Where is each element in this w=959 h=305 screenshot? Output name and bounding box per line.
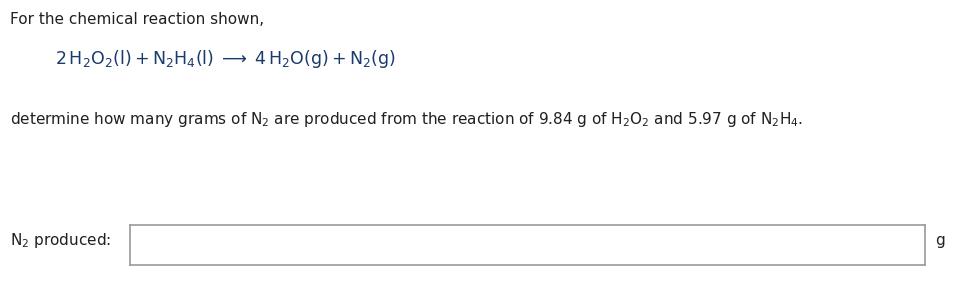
Text: For the chemical reaction shown,: For the chemical reaction shown, bbox=[10, 12, 264, 27]
Text: g: g bbox=[935, 232, 945, 247]
Text: $\mathrm{N_2}$ produced:: $\mathrm{N_2}$ produced: bbox=[10, 231, 111, 249]
Text: determine how many grams of $\mathrm{N_2}$ are produced from the reaction of 9.8: determine how many grams of $\mathrm{N_2… bbox=[10, 110, 803, 129]
Text: $2\,\mathrm{H_2O_2(l) + N_2H_4(l)}$$\;\longrightarrow\;$$\mathrm{4\,H_2O(g) + N_: $2\,\mathrm{H_2O_2(l) + N_2H_4(l)}$$\;\l… bbox=[55, 48, 396, 70]
